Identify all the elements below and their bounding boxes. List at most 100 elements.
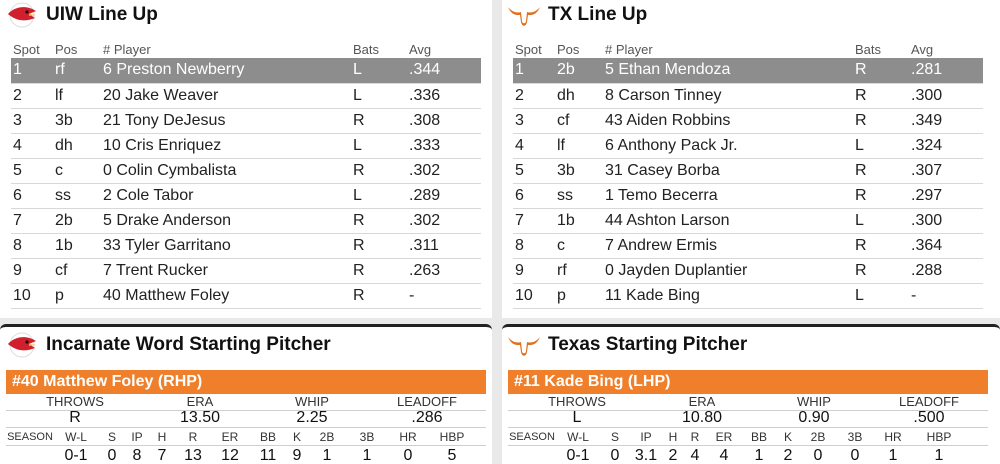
table-header-row: Spot Pos # Player Bats Avg <box>11 40 481 58</box>
era-header: ERA <box>186 394 214 409</box>
stat-value: 12 <box>221 446 239 464</box>
cell-player: 44 Ashton Larson <box>605 208 855 234</box>
leadoff-header: LEADOFF <box>899 394 959 409</box>
cell-spot: 7 <box>513 208 557 234</box>
cell-pos: 1b <box>557 208 605 234</box>
stat-header: BB <box>259 429 276 444</box>
table-row[interactable]: 3 3b 21 Tony DeJesus R .308 <box>11 108 481 134</box>
leadoff-header: LEADOFF <box>397 394 457 409</box>
stat-header: H <box>668 429 678 444</box>
stat-value: 0-1 <box>566 446 590 464</box>
cell-avg: .344 <box>409 58 481 84</box>
cell-pos: c <box>557 233 605 259</box>
table-row[interactable]: 6 ss 2 Cole Tabor L .289 <box>11 183 481 209</box>
stat-value: 4 <box>690 446 700 464</box>
era-value: 10.80 <box>681 409 723 426</box>
cell-player: 0 Jayden Duplantier <box>605 258 855 284</box>
stat-value: 0 <box>107 446 117 464</box>
cell-spot: 3 <box>11 108 55 134</box>
table-row[interactable]: 2 lf 20 Jake Weaver L .336 <box>11 83 481 109</box>
tx-lineup-title: TX Line Up <box>548 4 648 25</box>
table-row[interactable]: 2 dh 8 Carson Tinney R .300 <box>513 83 983 109</box>
cell-bats: L <box>353 183 409 209</box>
pitcher-name-bar[interactable]: #11 Kade Bing (LHP) <box>508 370 988 394</box>
table-row[interactable]: 7 1b 44 Ashton Larson L .300 <box>513 208 983 234</box>
stat-value: 1 <box>322 446 332 464</box>
cell-avg: .336 <box>409 83 481 109</box>
table-row[interactable]: 5 3b 31 Casey Borba R .307 <box>513 158 983 184</box>
cell-pos: 3b <box>55 108 103 134</box>
table-row[interactable]: 7 2b 5 Drake Anderson R .302 <box>11 208 481 234</box>
stat-value: 13 <box>184 446 202 464</box>
table-row[interactable]: 9 rf 0 Jayden Duplantier R .288 <box>513 258 983 284</box>
cell-spot: 7 <box>11 208 55 234</box>
stat-header: ER <box>715 429 733 444</box>
cell-player: 7 Andrew Ermis <box>605 233 855 259</box>
cardinal-logo-icon <box>4 2 40 28</box>
tx-pitcher-panel: Texas Starting Pitcher #11 Kade Bing (LH… <box>502 324 1000 464</box>
col-spot: Spot <box>13 41 40 57</box>
cell-spot: 3 <box>513 108 557 134</box>
cell-avg: .281 <box>911 58 983 84</box>
cell-avg: .300 <box>911 83 983 109</box>
cell-bats: R <box>353 258 409 284</box>
cell-avg: .324 <box>911 133 983 159</box>
throws-value: R <box>69 409 81 426</box>
cell-bats: L <box>353 83 409 109</box>
cell-avg: .364 <box>911 233 983 259</box>
table-row[interactable]: 3 cf 43 Aiden Robbins R .349 <box>513 108 983 134</box>
cell-player: 8 Carson Tinney <box>605 83 855 109</box>
col-avg: Avg <box>409 41 432 57</box>
stat-header: IP <box>640 429 652 444</box>
stat-header: W-L <box>567 429 589 444</box>
stat-value: 11 <box>259 446 277 464</box>
table-row[interactable]: 1 2b 5 Ethan Mendoza R .281 <box>513 58 983 84</box>
cell-bats: R <box>855 108 911 134</box>
tx-pitcher-title: Texas Starting Pitcher <box>548 334 748 355</box>
stat-value: 0-1 <box>64 446 88 464</box>
table-row[interactable]: 8 1b 33 Tyler Garritano R .311 <box>11 233 481 259</box>
stat-header: W-L <box>65 429 87 444</box>
cell-player: 5 Ethan Mendoza <box>605 58 855 84</box>
season-label: SEASON <box>509 430 555 443</box>
cell-bats: R <box>353 158 409 184</box>
throws-value: L <box>572 409 582 426</box>
tx-pitcher-header: Texas Starting Pitcher <box>502 330 747 360</box>
throws-header: THROWS <box>46 394 104 409</box>
table-row[interactable]: 6 ss 1 Temo Becerra R .297 <box>513 183 983 209</box>
cell-avg: .311 <box>409 233 481 259</box>
table-row[interactable]: 10 p 11 Kade Bing L - <box>513 283 983 309</box>
pitcher-summary-headers: THROWS ERA WHIP LEADOFF <box>6 394 486 411</box>
cardinal-logo-icon <box>4 332 40 358</box>
cell-bats: R <box>855 158 911 184</box>
cell-pos: 2b <box>557 58 605 84</box>
whip-value: 0.90 <box>798 409 830 426</box>
cell-bats: R <box>353 233 409 259</box>
stat-value: 1 <box>754 446 764 464</box>
stat-header: H <box>157 429 167 444</box>
cell-player: 43 Aiden Robbins <box>605 108 855 134</box>
cell-bats: R <box>353 208 409 234</box>
table-row[interactable]: 4 lf 6 Anthony Pack Jr. L .324 <box>513 133 983 159</box>
col-player: # Player <box>605 41 653 57</box>
stat-value: 0 <box>403 446 413 464</box>
table-row[interactable]: 1 rf 6 Preston Newberry L .344 <box>11 58 481 84</box>
col-bats: Bats <box>855 41 882 57</box>
uiw-lineup-header: UIW Line Up <box>0 0 158 30</box>
cell-bats: R <box>353 108 409 134</box>
cell-pos: cf <box>557 108 605 134</box>
season-header-row: SEASON W-L S IP H R ER BB K 2B 3B HR HBP <box>508 428 988 446</box>
table-row[interactable]: 10 p 40 Matthew Foley R - <box>11 283 481 309</box>
cell-player: 10 Cris Enriquez <box>103 133 353 159</box>
table-row[interactable]: 4 dh 10 Cris Enriquez L .333 <box>11 133 481 159</box>
stat-value: 2 <box>668 446 678 464</box>
cell-bats: R <box>855 258 911 284</box>
cell-pos: cf <box>55 258 103 284</box>
pitcher-name-bar[interactable]: #40 Matthew Foley (RHP) <box>6 370 486 394</box>
table-row[interactable]: 9 cf 7 Trent Rucker R .263 <box>11 258 481 284</box>
cell-avg: .288 <box>911 258 983 284</box>
longhorn-logo-icon <box>506 332 542 358</box>
cell-avg: .263 <box>409 258 481 284</box>
